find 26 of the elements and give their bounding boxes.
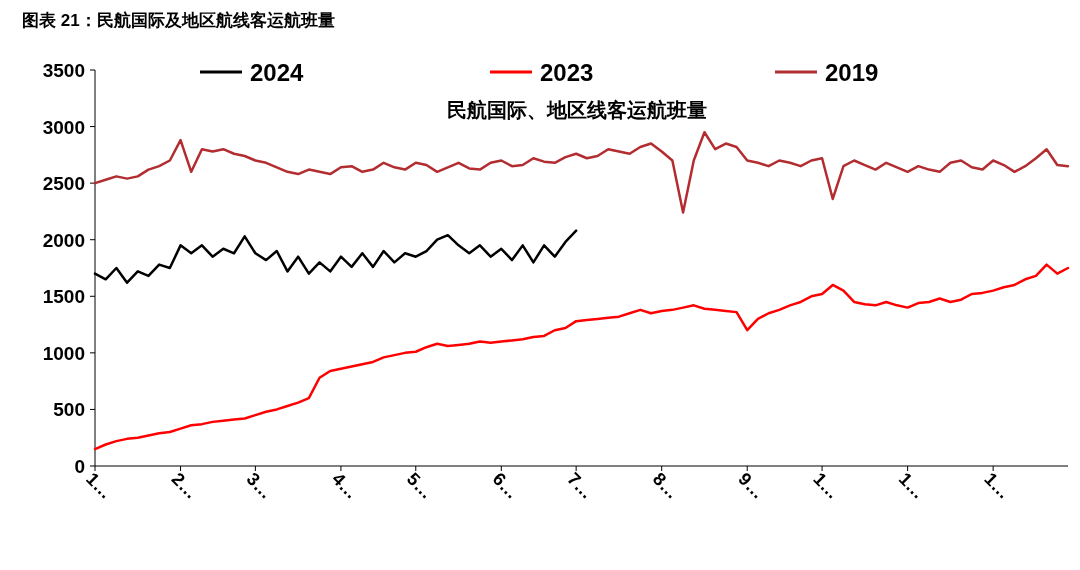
x-tick-label: 4… xyxy=(328,468,363,503)
x-tick-label: 5… xyxy=(403,468,437,503)
annotation: 民航国际、地区线客运航班量 xyxy=(447,99,707,121)
line-series xyxy=(93,130,1070,214)
y-tick-label: 0 xyxy=(74,456,85,477)
legend-label: 2019 xyxy=(825,59,879,86)
y-tick-label: 2500 xyxy=(42,173,85,195)
line-series xyxy=(93,263,1070,451)
x-tick-label: 8… xyxy=(648,468,683,503)
y-tick-label: 3000 xyxy=(42,116,85,138)
x-tick-label: 1… xyxy=(809,468,844,503)
chart-title: 图表 21：民航国际及地区航线客运航班量 xyxy=(22,11,335,30)
y-tick-label: 2000 xyxy=(42,229,85,251)
y-tick-label: 500 xyxy=(53,399,85,421)
x-tick-label: 6… xyxy=(488,468,523,503)
x-tick-label: 7… xyxy=(563,468,598,503)
y-tick-label: 1000 xyxy=(42,342,85,364)
x-tick-label: 2… xyxy=(167,468,202,503)
x-tick-label: 3… xyxy=(242,468,277,503)
x-tick-label: 1… xyxy=(894,468,929,503)
legend-label: 2024 xyxy=(250,59,305,86)
y-tick-label: 3500 xyxy=(42,60,85,81)
y-tick-label: 1500 xyxy=(42,286,85,308)
x-tick-label: 1… xyxy=(980,468,1015,503)
legend-label: 2023 xyxy=(540,59,594,86)
x-tick-label: 9… xyxy=(734,468,769,503)
